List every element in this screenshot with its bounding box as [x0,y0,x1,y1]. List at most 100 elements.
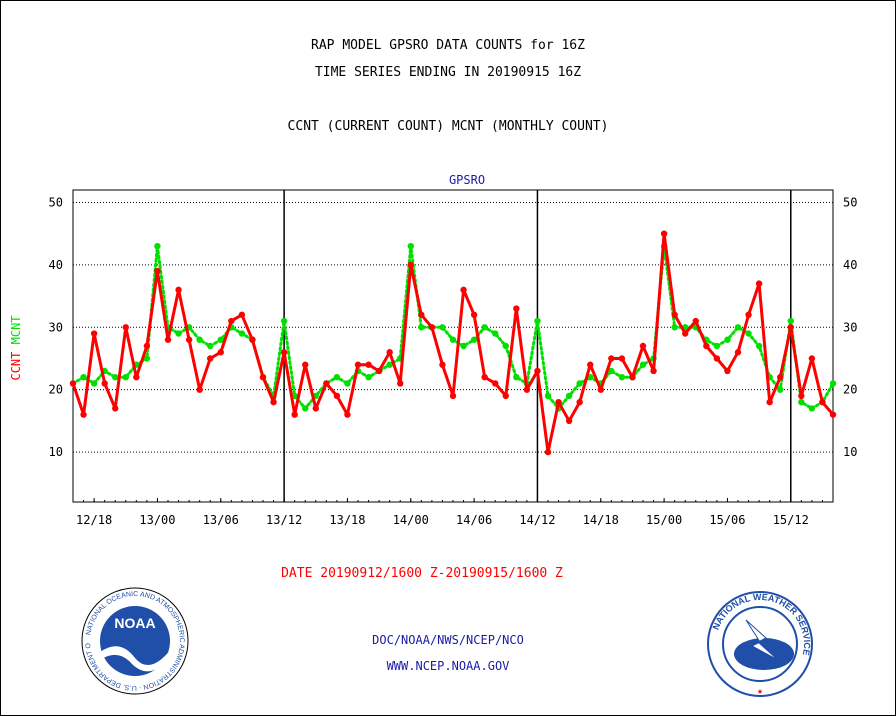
data-point-ccnt [185,336,193,343]
data-point-ccnt [787,324,794,331]
data-point-ccnt [513,305,520,312]
data-point-ccnt [228,317,235,325]
data-point-mcnt [798,398,805,406]
x-tick-label: 13/06 [203,513,239,527]
data-point-mcnt [808,405,816,412]
data-point-ccnt [502,392,509,400]
plot-title: GPSRO [449,173,485,187]
data-point-ccnt [143,342,151,350]
data-point-ccnt [259,374,267,381]
data-point-mcnt [565,392,573,400]
data-point-mcnt [576,380,583,387]
data-point-ccnt [713,355,721,362]
data-point-mcnt [639,361,647,368]
data-point-ccnt [671,311,678,318]
website-link[interactable]: WWW.NCEP.NOAA.GOV [386,659,510,673]
data-point-ccnt [112,405,119,412]
data-point-mcnt [449,336,457,343]
y-tick-label-left: 20 [49,383,63,397]
data-point-mcnt [196,336,203,343]
chart-title-line-1: RAP MODEL GPSRO DATA COUNTS for 16Z [311,38,585,53]
data-point-ccnt [808,355,816,362]
data-point-mcnt [492,330,499,337]
y-axis-label: CCNT MCNT [9,315,23,380]
data-point-ccnt [460,286,467,294]
data-point-ccnt [829,411,837,418]
data-point-ccnt [745,311,752,318]
data-point-mcnt [745,330,752,337]
data-point-ccnt [302,361,309,368]
x-tick-label: 13/00 [139,513,175,527]
data-point-ccnt [154,267,161,275]
data-point-ccnt [481,374,488,381]
data-point-mcnt [513,374,520,381]
data-point-mcnt [90,380,98,387]
data-point-ccnt [650,367,657,375]
chart-legend-description: CCNT (CURRENT COUNT) MCNT (MONTHLY COUNT… [287,119,609,134]
data-point-mcnt [217,336,224,343]
x-tick-label: 14/12 [519,513,555,527]
data-point-ccnt [565,417,573,425]
data-point-ccnt [766,398,773,406]
data-point-mcnt [724,336,731,343]
data-point-mcnt [386,361,393,368]
y-tick-label-right: 50 [843,195,857,209]
data-point-mcnt [755,342,763,350]
data-point-ccnt [555,398,562,406]
data-point-ccnt [544,448,552,456]
data-point-mcnt [618,374,626,381]
data-point-mcnt [175,330,182,337]
data-point-ccnt [492,380,499,387]
data-point-ccnt [133,374,140,381]
data-point-ccnt [682,330,689,337]
data-point-ccnt [312,405,319,412]
data-point-mcnt [333,374,341,381]
data-point-ccnt [692,317,699,325]
data-point-mcnt [534,317,541,325]
data-point-ccnt [639,342,647,350]
time-series-chart: 10 10 20 20 30 30 40 40 50 50 12/18 13/00 13/06 13/12… [9,173,857,527]
data-point-ccnt [207,355,214,362]
y-axis-label-part: CCNT [9,352,23,381]
data-point-ccnt [608,355,615,362]
data-point-mcnt [418,324,425,331]
y-tick-label-left: 40 [49,258,63,272]
star-icon: ★ [757,686,763,697]
data-point-ccnt [587,361,594,368]
data-point-ccnt [703,342,710,350]
data-point-mcnt [671,324,678,331]
data-point-ccnt [397,380,404,387]
data-point-mcnt [460,342,467,350]
data-point-mcnt [470,336,478,343]
data-point-mcnt [829,380,837,387]
data-point-ccnt [819,398,826,406]
data-point-ccnt [164,336,172,343]
data-point-mcnt [344,380,351,387]
data-point-ccnt [270,398,277,406]
data-point-ccnt [523,386,531,393]
data-point-mcnt [112,374,119,381]
data-point-ccnt [724,367,731,375]
y-tick-label-right: 10 [843,445,857,459]
data-point-ccnt [375,367,383,375]
data-point-mcnt [302,405,309,412]
data-point-ccnt [660,230,668,237]
data-point-ccnt [428,324,436,331]
data-point-ccnt [365,361,372,368]
data-point-ccnt [238,311,246,318]
noaa-logo: NOAA NATIONAL OCEANIC AND ATMOSPHERIC AD… [80,586,189,695]
data-point-ccnt [470,311,478,318]
x-tick-label: 15/06 [709,513,745,527]
data-point-mcnt [734,324,742,331]
data-point-ccnt [629,374,636,381]
x-tick-label: 14/00 [393,513,429,527]
org-path: DOC/NOAA/NWS/NCEP/NCO [372,633,524,647]
data-point-ccnt [597,386,604,393]
data-point-ccnt [80,411,87,418]
date-range: DATE 20190912/1600 Z-20190915/1600 Z [281,566,563,581]
y-tick-label-left: 10 [49,445,63,459]
data-point-ccnt [534,367,541,375]
data-point-mcnt [154,242,161,250]
data-point-ccnt [755,280,763,287]
x-tick-label: 13/18 [329,513,365,527]
